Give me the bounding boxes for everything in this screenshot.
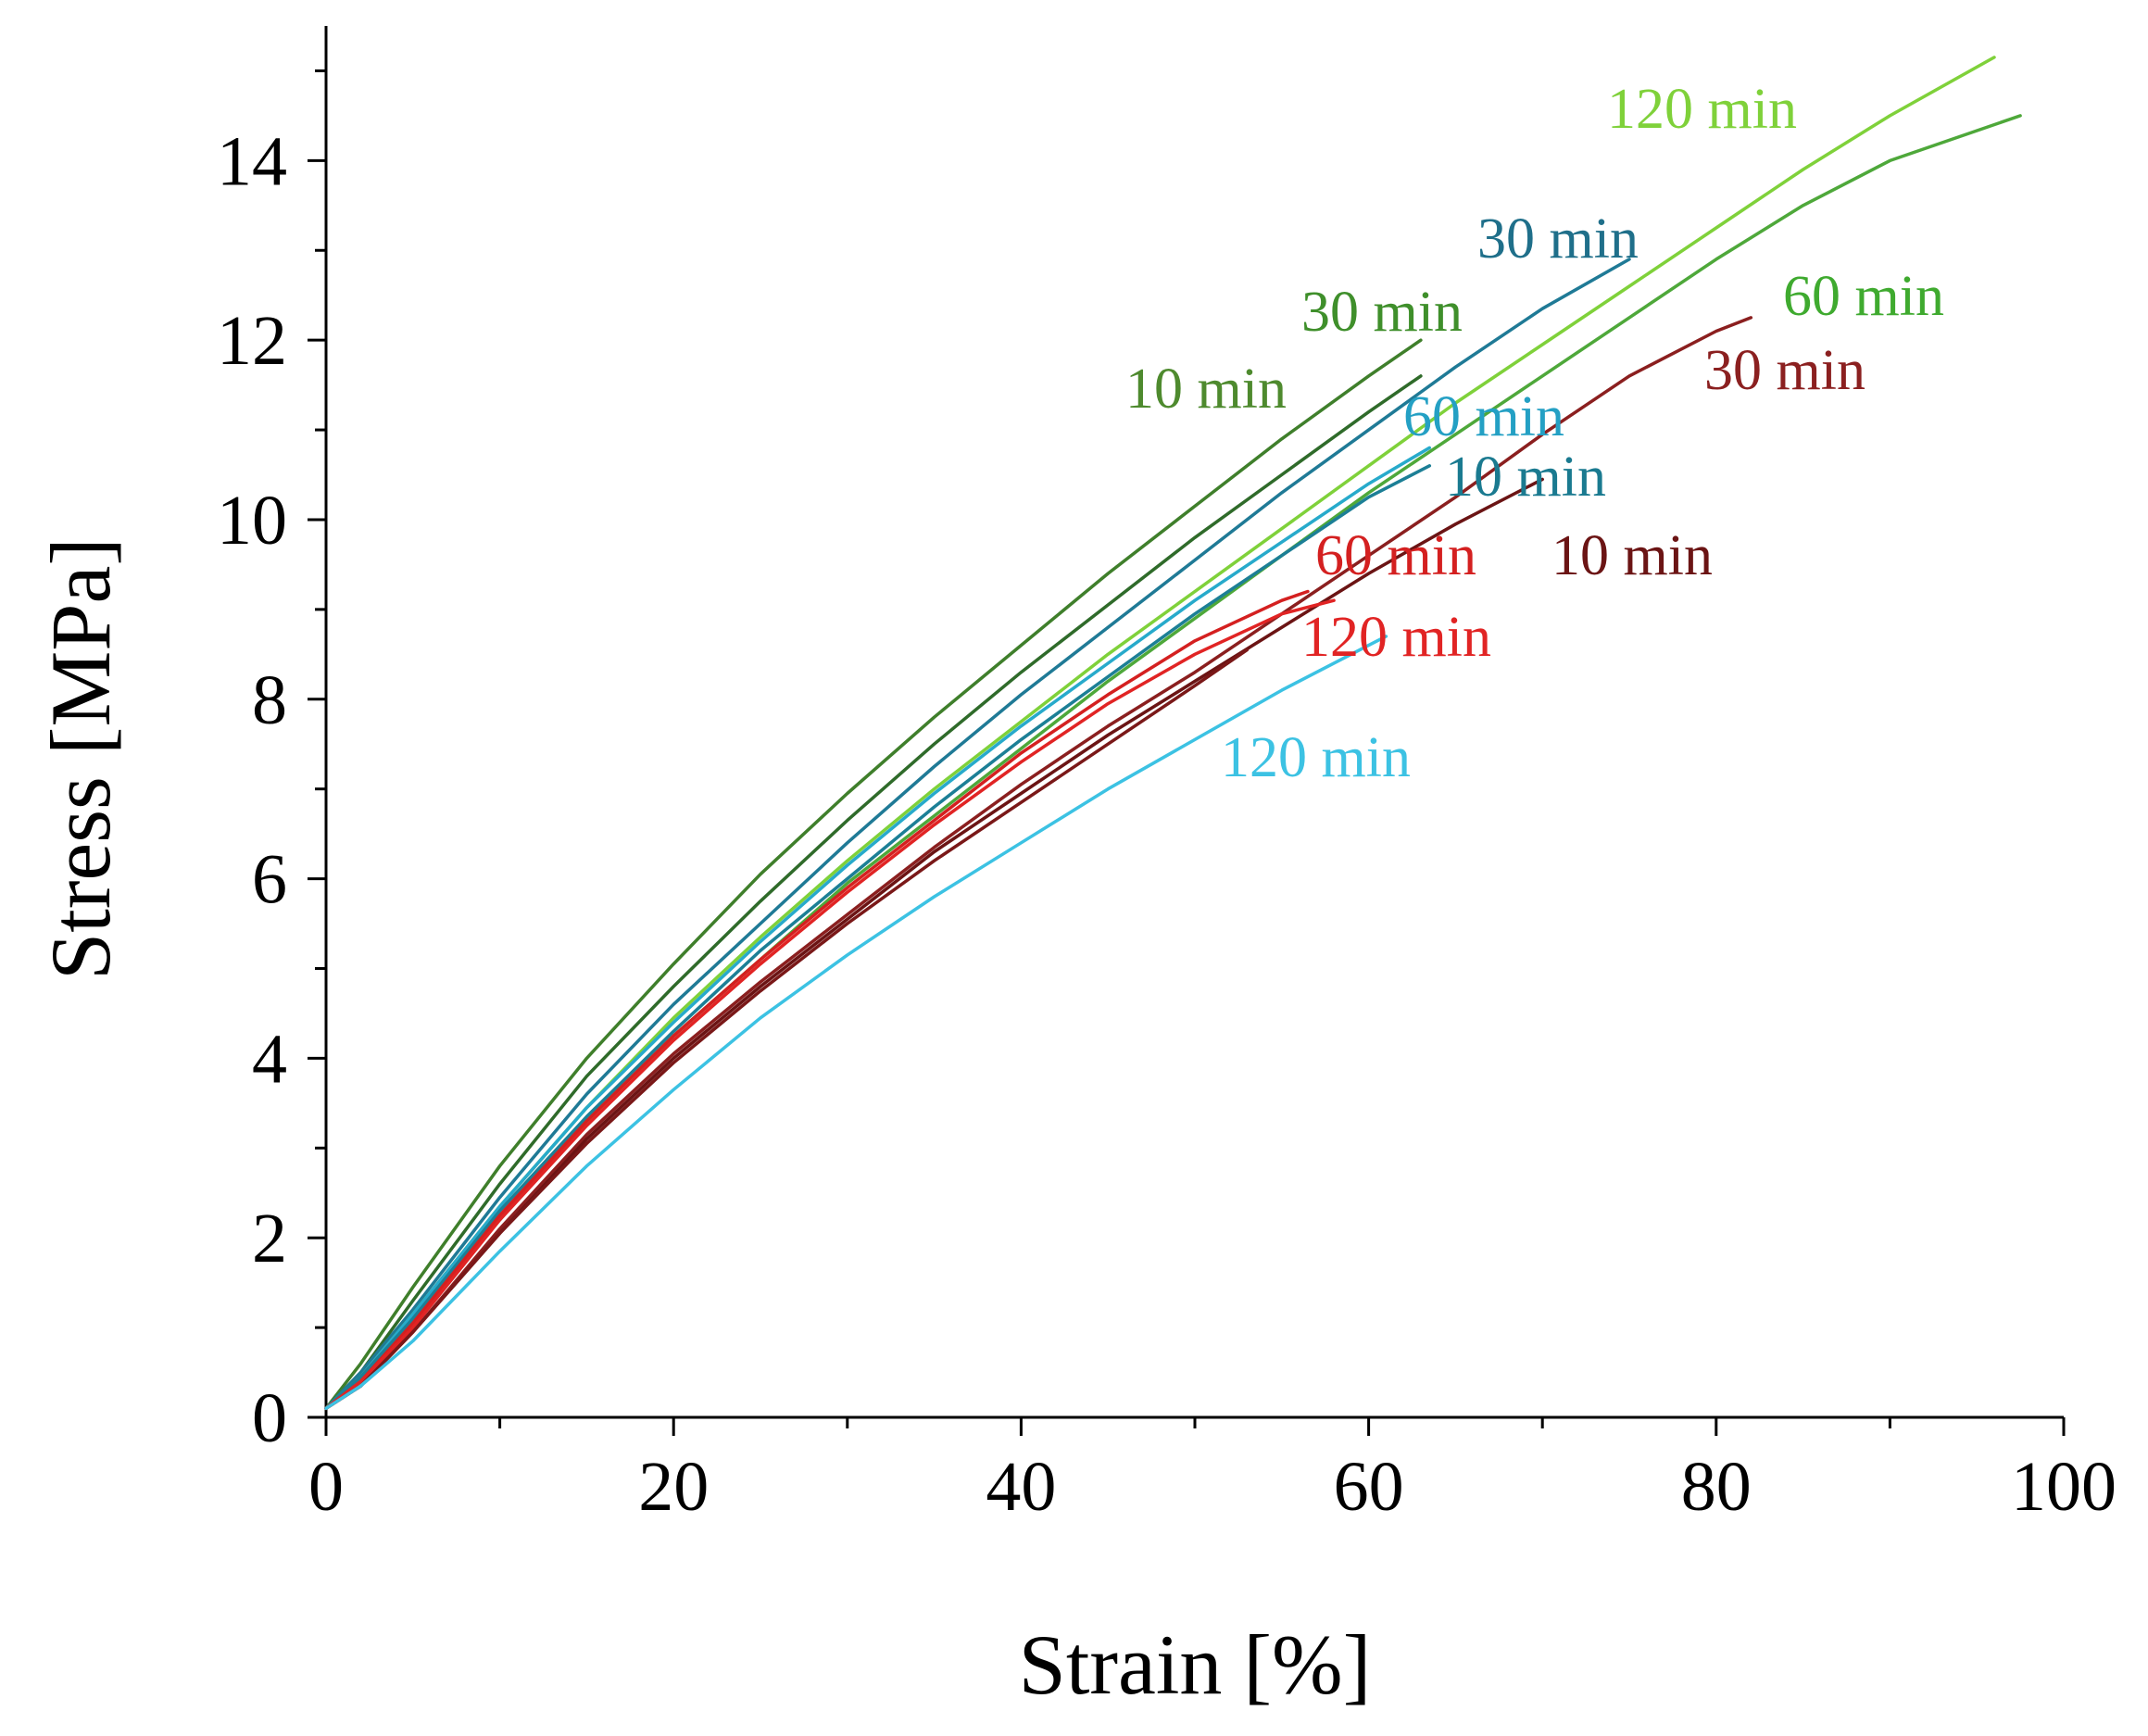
x-tick-label: 40 <box>986 1448 1056 1526</box>
y-axis-ticks: 0 2 4 6 8 10 12 14 <box>217 69 326 1457</box>
y-tick-label: 6 <box>252 841 287 919</box>
series-line <box>324 258 1631 1411</box>
curve-label: 30 min <box>1477 208 1639 270</box>
series-line <box>324 338 1423 1411</box>
axes: 0 20 40 60 80 100 0 2 4 6 8 10 12 14 <box>217 26 2117 1526</box>
curve-label: 60 min <box>1403 385 1564 448</box>
y-tick-label: 14 <box>217 122 287 200</box>
series-line <box>324 56 1996 1411</box>
y-tick-label: 12 <box>217 302 287 380</box>
series-line <box>324 464 1432 1411</box>
series-line <box>324 316 1753 1411</box>
curve-label: 60 min <box>1315 524 1476 587</box>
curve-label: 120 min <box>1221 726 1411 789</box>
y-tick-label: 0 <box>252 1379 287 1457</box>
y-tick-label: 10 <box>217 482 287 560</box>
curve-label: 10 min <box>1125 358 1287 421</box>
series-line <box>324 589 1310 1411</box>
y-tick-label: 4 <box>252 1020 287 1098</box>
curve-label: 10 min <box>1445 446 1606 509</box>
y-tick-label: 2 <box>252 1200 287 1277</box>
x-tick-label: 100 <box>2011 1448 2117 1526</box>
y-axis-title: Stress [MPa] <box>33 537 128 980</box>
curve-label: 120 min <box>1607 78 1797 141</box>
series-lines <box>324 56 2022 1411</box>
series-line <box>324 598 1336 1411</box>
series-line <box>324 446 1432 1411</box>
series-line <box>324 635 1388 1411</box>
x-tick-label: 80 <box>1681 1448 1752 1526</box>
x-tick-label: 20 <box>638 1448 709 1526</box>
x-axis-title: Strain [%] <box>1019 1617 1372 1712</box>
series-line <box>324 114 2022 1411</box>
curve-label: 30 min <box>1704 339 1865 402</box>
curve-label: 60 min <box>1783 265 1944 328</box>
x-tick-label: 0 <box>308 1448 344 1526</box>
series-line <box>324 374 1423 1411</box>
y-tick-label: 8 <box>252 661 287 739</box>
x-axis-ticks: 0 20 40 60 80 100 <box>308 1417 2117 1526</box>
curve-label: 30 min <box>1301 281 1463 344</box>
curve-label: 120 min <box>1301 606 1491 669</box>
curve-label: 10 min <box>1551 524 1713 587</box>
x-tick-label: 60 <box>1334 1448 1404 1526</box>
series-line <box>324 648 1250 1411</box>
